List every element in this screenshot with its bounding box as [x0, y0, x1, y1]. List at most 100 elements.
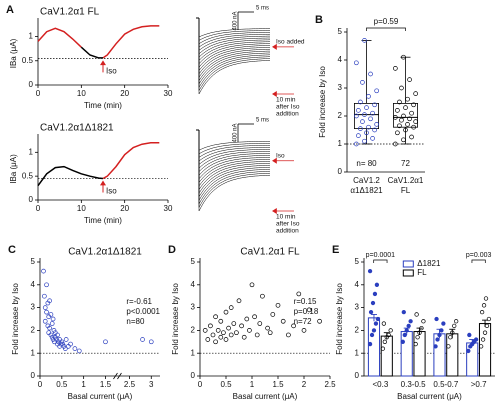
data-point [482, 330, 488, 335]
data-point [234, 330, 239, 336]
data-point [42, 318, 48, 324]
y-axis-label: Fold increase by Iso [318, 66, 327, 138]
current-trace [196, 17, 270, 41]
data-point [50, 316, 56, 322]
scale-label: 5 ms [256, 118, 269, 124]
legend-swatch [402, 260, 414, 268]
data-point [371, 328, 377, 333]
y-tick-label: 5 [191, 257, 196, 266]
n-label: n= 80 [356, 159, 377, 168]
data-point [368, 116, 373, 122]
n-label: 72 [401, 159, 410, 168]
data-point [140, 337, 145, 342]
data-point [372, 102, 377, 108]
data-point [66, 344, 71, 349]
x-tick-label: 1.5 [272, 380, 284, 389]
data-point [409, 134, 414, 140]
arrow-head [272, 91, 277, 97]
current-trace [196, 17, 271, 95]
data-point [409, 110, 414, 116]
data-point [401, 113, 406, 119]
trace-label: addition [276, 228, 299, 235]
data-point [353, 60, 359, 66]
significance-label: p=0.0001 [366, 252, 395, 259]
trace-label: 10 min [276, 97, 296, 104]
current-trace [196, 17, 271, 85]
x-tick-label: 0.5-0.7 [433, 380, 458, 389]
x-tick-label: 20 [120, 204, 129, 213]
y-axis-label: Fold increase by Iso [171, 283, 180, 355]
data-point [48, 332, 54, 338]
current-trace [196, 17, 270, 65]
x-tick-label: 2.5 [324, 380, 336, 389]
current-trace [196, 17, 271, 75]
data-point [260, 293, 265, 299]
chart-title: CaV1.2α1Δ1821 [68, 247, 142, 258]
significance-label: p=0.003 [466, 252, 492, 259]
data-point [414, 312, 419, 317]
y-tick-label: 1 [29, 32, 34, 41]
data-point [270, 312, 276, 317]
data-point [467, 332, 472, 338]
panel-label: A [6, 4, 14, 16]
data-line [102, 142, 160, 180]
data-point [247, 328, 252, 333]
data-point [356, 133, 361, 138]
y-tick-label: 0.5 [22, 56, 34, 65]
data-point [275, 302, 281, 308]
axis-break [117, 372, 122, 380]
panel-label: D [168, 244, 176, 256]
current-trace [196, 129, 270, 184]
x-tick-label: 30 [164, 89, 173, 98]
data-point [486, 316, 492, 322]
y-tick-label: 5 [31, 257, 36, 266]
statistic: n=80 [126, 317, 145, 326]
data-point [368, 71, 373, 77]
x-tick-label: 30 [164, 204, 173, 213]
data-point [306, 307, 312, 313]
data-point [57, 344, 62, 349]
arrow-head [100, 180, 106, 186]
chart-title: CaV1.2α1Δ1821 [40, 123, 114, 134]
trace-label: Iso [276, 152, 285, 159]
data-point [47, 325, 52, 331]
category-label: FL [401, 186, 411, 195]
y-tick-label: 1 [31, 348, 36, 357]
data-point [370, 110, 375, 116]
data-point [399, 85, 404, 91]
data-point [215, 328, 221, 333]
statistic: r=0.15 [294, 297, 317, 306]
data-point [205, 337, 211, 342]
data-point [375, 316, 381, 322]
data-point [480, 337, 486, 342]
statistic: n=72 [294, 317, 313, 326]
data-point [388, 328, 393, 333]
data-point [356, 108, 361, 113]
scale-label: 5 ms [256, 6, 269, 12]
data-point [280, 318, 286, 324]
panel-label: C [8, 244, 16, 256]
x-tick-label: 20 [120, 89, 129, 98]
statistic: r=-0.61 [126, 297, 152, 306]
data-point [51, 328, 57, 333]
x-tick-label: 0.5 [220, 380, 232, 389]
data-point [47, 298, 52, 304]
data-point [478, 344, 484, 349]
data-point [411, 102, 416, 108]
current-trace [196, 17, 270, 68]
data-point [296, 291, 302, 297]
current-trace [196, 129, 270, 162]
data-point [374, 88, 380, 94]
data-point [358, 126, 363, 131]
data-point [353, 113, 359, 119]
trace-label: after Iso [276, 221, 300, 228]
data-point [374, 282, 380, 287]
data-point [223, 309, 229, 315]
data-point [249, 282, 255, 288]
y-axis-label: IBa (μA) [9, 38, 18, 68]
data-point [368, 310, 374, 315]
bar [446, 333, 459, 377]
x-axis-label: Basal current (μA) [233, 392, 298, 401]
x-tick-label: 10 [77, 204, 86, 213]
